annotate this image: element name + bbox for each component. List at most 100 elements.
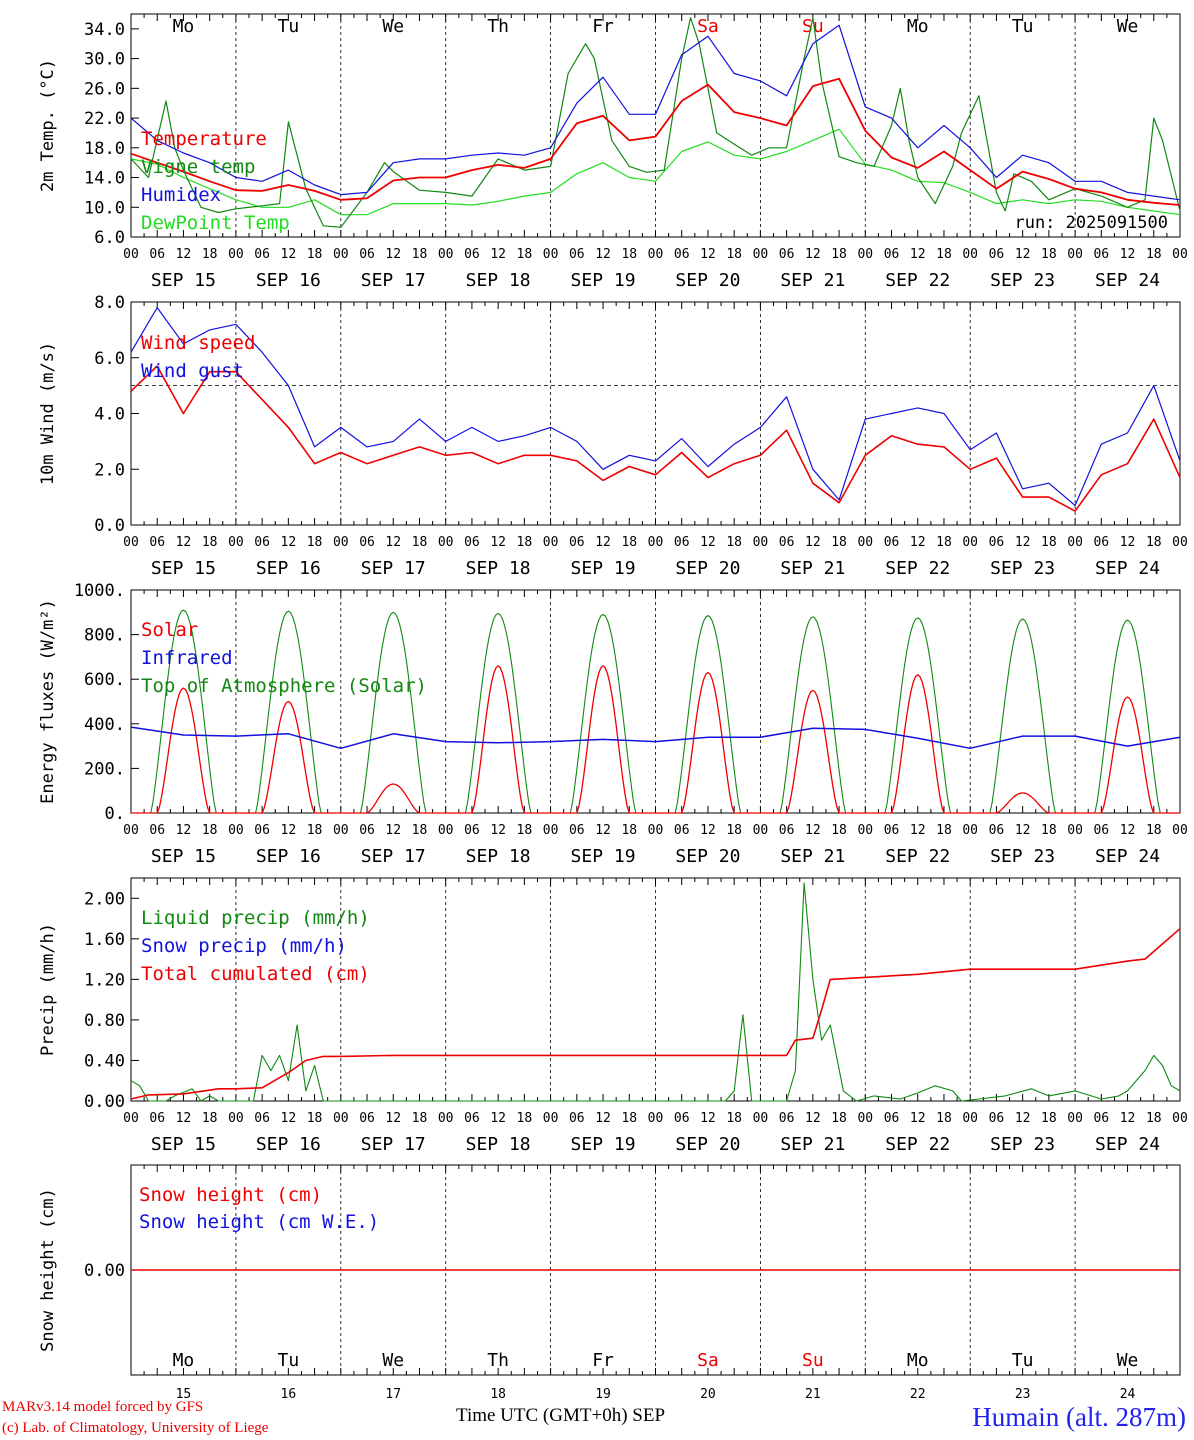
hour-tick-label: 00 (333, 1111, 349, 1126)
weekday-label: Su (802, 16, 824, 37)
hour-tick-label: 06 (674, 247, 690, 262)
hour-tick-label: 00 (543, 1111, 559, 1126)
date-label: SEP 17 (361, 558, 426, 579)
hour-tick-label: 00 (123, 535, 139, 550)
y-tick-label: 0.00 (84, 1261, 125, 1281)
hour-tick-label: 18 (517, 1111, 533, 1126)
hour-tick-label: 12 (281, 823, 297, 838)
hour-tick-label: 18 (831, 1111, 847, 1126)
hour-tick-label: 06 (989, 823, 1005, 838)
hour-tick-label: 06 (989, 535, 1005, 550)
hour-tick-label: 18 (831, 535, 847, 550)
date-label: SEP 17 (361, 846, 426, 867)
series-solar-line (445, 665, 551, 814)
hour-tick-label: 06 (884, 1111, 900, 1126)
hour-tick-label: 00 (1067, 247, 1083, 262)
hour-tick-label: 00 (753, 535, 769, 550)
hour-tick-label: 06 (884, 823, 900, 838)
y-tick-label: 0.0 (94, 516, 125, 536)
hour-tick-label: 12 (1120, 1111, 1136, 1126)
series-toa-solar-line (235, 610, 341, 814)
date-label: SEP 21 (780, 846, 845, 867)
legend-entry: Wind speed (141, 332, 255, 354)
date-label: SEP 17 (361, 1134, 426, 1155)
y-tick-label: 10.0 (84, 198, 125, 218)
weekday-label: Tu (1012, 1350, 1034, 1371)
weekday-label: Tu (1012, 16, 1034, 37)
date-label: SEP 23 (990, 1134, 1055, 1155)
hour-tick-label: 06 (884, 535, 900, 550)
hour-tick-label: 12 (700, 823, 716, 838)
hour-tick-label: 06 (884, 247, 900, 262)
y-tick-label: 1.20 (84, 970, 125, 990)
hour-tick-label: 12 (595, 247, 611, 262)
y-tick-label: 800. (84, 626, 125, 646)
series-solar-line (550, 665, 656, 814)
hour-tick-label: 06 (359, 535, 375, 550)
y-tick-label: 2.0 (94, 460, 125, 480)
hour-tick-label: 06 (674, 1111, 690, 1126)
y-tick-label: 6.0 (94, 349, 125, 369)
day-number-label: 20 (700, 1387, 716, 1402)
hour-tick-label: 00 (857, 535, 873, 550)
hour-tick-label: 06 (149, 823, 165, 838)
hour-tick-label: 12 (385, 247, 401, 262)
y-axis-label: Snow height (cm) (38, 1188, 58, 1352)
weekday-label: Sa (697, 16, 719, 37)
hour-tick-label: 06 (989, 1111, 1005, 1126)
series-wind-gust-line (130, 307, 1181, 507)
hour-tick-label: 00 (962, 1111, 978, 1126)
legend-entry: Snow precip (mm/h) (141, 935, 347, 957)
hour-tick-label: 00 (438, 535, 454, 550)
hour-tick-label: 12 (1015, 823, 1031, 838)
hour-tick-label: 06 (254, 535, 270, 550)
hour-tick-label: 06 (464, 247, 480, 262)
hour-tick-label: 00 (438, 823, 454, 838)
date-label: SEP 18 (466, 1134, 531, 1155)
legend-entry: Vigne temp (141, 156, 255, 178)
model-credit: MARv3.14 model forced by GFS (2, 1399, 204, 1415)
hour-tick-label: 00 (753, 1111, 769, 1126)
date-label: SEP 15 (151, 1134, 216, 1155)
date-label: SEP 24 (1095, 846, 1160, 867)
hour-tick-label: 06 (359, 823, 375, 838)
legend-entry: Wind gust (141, 360, 244, 382)
date-label: SEP 15 (151, 558, 216, 579)
hour-tick-label: 18 (307, 247, 323, 262)
weekday-label: Mo (907, 1350, 929, 1371)
y-tick-label: 400. (84, 715, 125, 735)
hour-tick-label: 00 (333, 535, 349, 550)
series-solar-line (340, 783, 446, 814)
weekday-label: Fr (592, 1350, 614, 1371)
hour-tick-label: 06 (779, 1111, 795, 1126)
hour-tick-label: 12 (176, 823, 192, 838)
series-solar-line (235, 700, 341, 814)
date-label: SEP 21 (780, 270, 845, 291)
weekday-label: We (382, 1350, 404, 1371)
hour-tick-label: 06 (464, 1111, 480, 1126)
date-label: SEP 24 (1095, 558, 1160, 579)
y-tick-label: 0.40 (84, 1051, 125, 1071)
hour-tick-label: 12 (490, 823, 506, 838)
y-tick-label: 0.80 (84, 1011, 125, 1031)
hour-tick-label: 18 (202, 535, 218, 550)
date-label: SEP 22 (885, 1134, 950, 1155)
hour-tick-label: 18 (517, 535, 533, 550)
hour-tick-label: 06 (569, 535, 585, 550)
hour-tick-label: 18 (1146, 535, 1162, 550)
hour-tick-label: 12 (700, 247, 716, 262)
y-tick-label: 30.0 (84, 50, 125, 70)
series-toa-solar-line (1075, 619, 1180, 814)
day-number-label: 24 (1120, 1387, 1136, 1402)
weekday-label: Fr (592, 16, 614, 37)
hour-tick-label: 00 (962, 247, 978, 262)
day-number-label: 21 (805, 1387, 821, 1402)
hour-tick-label: 00 (333, 823, 349, 838)
series-toa-solar-line (655, 615, 761, 814)
series-humidex-line (130, 24, 1181, 201)
series-liquid-precip-line (130, 882, 1181, 1102)
hour-tick-label: 00 (228, 1111, 244, 1126)
day-number-label: 22 (910, 1387, 926, 1402)
legend-entry: Infrared (141, 647, 233, 669)
hour-tick-label: 00 (333, 247, 349, 262)
